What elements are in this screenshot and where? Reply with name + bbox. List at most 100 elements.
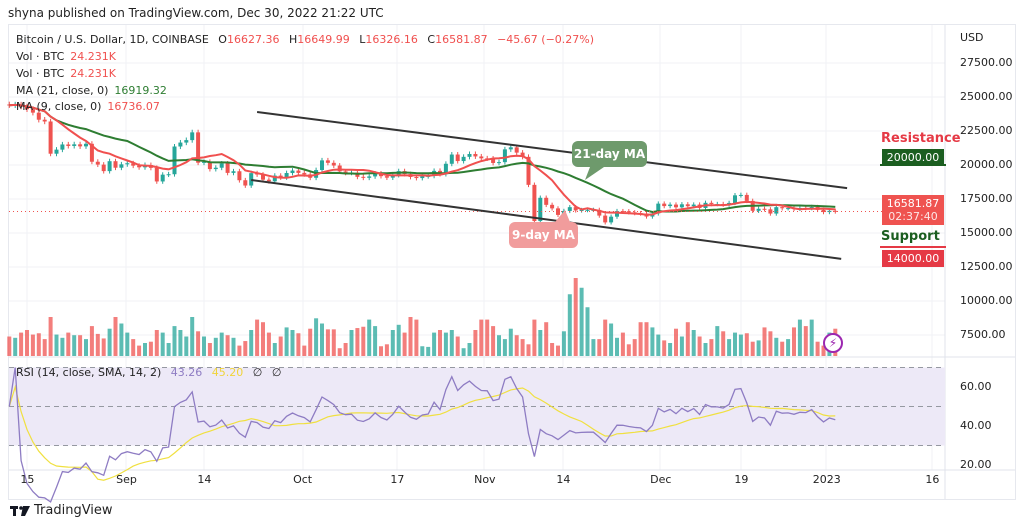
volume-bar: [13, 337, 18, 356]
volume-bar: [609, 323, 614, 356]
volume-bar: [184, 336, 189, 356]
candle-body: [449, 154, 454, 164]
volume-bar: [361, 326, 366, 356]
candle-body: [54, 149, 59, 154]
volume-bar: [502, 339, 507, 356]
candle-body: [443, 163, 448, 175]
currency-label: USD: [960, 31, 984, 44]
volume-bar: [148, 341, 153, 356]
candle-body: [373, 173, 378, 177]
volume-bar: [379, 346, 383, 356]
candle-body: [272, 175, 277, 182]
volume-bar: [780, 341, 785, 356]
candle-body: [679, 204, 684, 208]
lightning-icon[interactable]: ⚡: [823, 333, 843, 353]
volume-bar: [66, 332, 71, 356]
volume-bar: [632, 339, 637, 356]
volume-bar: [573, 278, 578, 356]
price-tick-label: 22500.00: [960, 124, 1013, 137]
candle-body: [290, 170, 295, 174]
volume-bar: [479, 319, 484, 356]
volume-bar: [296, 333, 301, 356]
volume-bar: [290, 330, 295, 356]
volume-bar: [443, 332, 448, 356]
volume-bar: [284, 327, 289, 356]
price-tick-label: 12500.00: [960, 260, 1013, 273]
volume-bar: [467, 343, 472, 356]
volume-bar: [131, 339, 136, 356]
resistance-label: Resistance: [881, 131, 961, 146]
price-tick-label: 7500.00: [960, 328, 1006, 341]
volume-bar: [721, 331, 726, 356]
volume-bar: [750, 341, 755, 356]
time-tick-label: 17: [390, 473, 405, 486]
volume-bar: [101, 338, 106, 356]
volume-bar: [396, 324, 401, 356]
volume-label: Vol · BTC: [16, 67, 65, 80]
volume-bar: [420, 346, 425, 356]
symbol-title: Bitcoin / U.S. Dollar, 1D, COINBASE: [16, 33, 209, 46]
candle-body: [337, 165, 342, 172]
volume-bar: [266, 332, 271, 356]
volume-bar: [249, 330, 254, 356]
candle-body: [738, 194, 743, 196]
volume-bar: [48, 317, 53, 356]
candle-body: [36, 112, 41, 120]
volume-bar: [172, 326, 177, 356]
volume-bar: [402, 332, 407, 356]
volume-bar: [54, 334, 59, 356]
rsi-empty-2: ∅: [271, 366, 282, 379]
price-tick-label: 10000.00: [960, 294, 1013, 307]
volume-bar: [107, 328, 112, 356]
high-value: 16649.99: [297, 33, 350, 46]
candle-body: [261, 174, 265, 180]
volume-bar: [137, 345, 142, 356]
candle-body: [744, 194, 749, 201]
candle-body: [190, 132, 195, 141]
candle-body: [184, 140, 189, 143]
candle-body: [544, 197, 549, 205]
candle-body: [48, 121, 53, 154]
volume-bar: [384, 344, 389, 356]
price-tick-label: 25000.00: [960, 90, 1013, 103]
bar-countdown: 02:37:40: [888, 210, 938, 223]
candle-body: [567, 207, 572, 211]
volume-bar: [662, 340, 667, 356]
volume-bar: [308, 328, 313, 356]
candle-body: [603, 215, 608, 223]
candle-body: [656, 203, 661, 214]
volume-bar: [36, 333, 41, 356]
volume-bar: [579, 287, 584, 356]
volume-bar: [113, 317, 118, 356]
candle-body: [809, 207, 814, 209]
chart-frame: [8, 24, 1016, 500]
volume-bar: [42, 339, 47, 356]
volume-bar: [485, 319, 490, 356]
candle-body: [107, 161, 112, 172]
candle-body: [780, 207, 785, 209]
volume-bar: [715, 326, 720, 356]
volume-bar: [709, 339, 714, 356]
volume-bar: [797, 319, 802, 356]
price-tick-label: 15000.00: [960, 226, 1013, 239]
volume-bar: [650, 327, 655, 356]
volume-value: 24.231K: [70, 50, 116, 63]
volume-bar: [620, 332, 625, 356]
volume-bar: [219, 332, 224, 356]
volume-bar: [190, 317, 195, 356]
candle-body: [662, 203, 667, 207]
time-tick-label: Sep: [116, 473, 137, 486]
volume-bar: [207, 343, 212, 356]
low-label: L: [359, 33, 366, 46]
volume-bar: [225, 335, 230, 356]
candle-body: [137, 165, 142, 168]
resistance-price-tag: 20000.00: [882, 149, 944, 166]
candle-body: [154, 167, 159, 182]
candle-body: [514, 147, 519, 153]
candle-body: [538, 197, 543, 222]
candle-body: [762, 208, 767, 210]
ma9-value: 16736.07: [107, 100, 160, 113]
footer-brand: TradingView: [10, 503, 113, 518]
candle-body: [166, 174, 171, 176]
